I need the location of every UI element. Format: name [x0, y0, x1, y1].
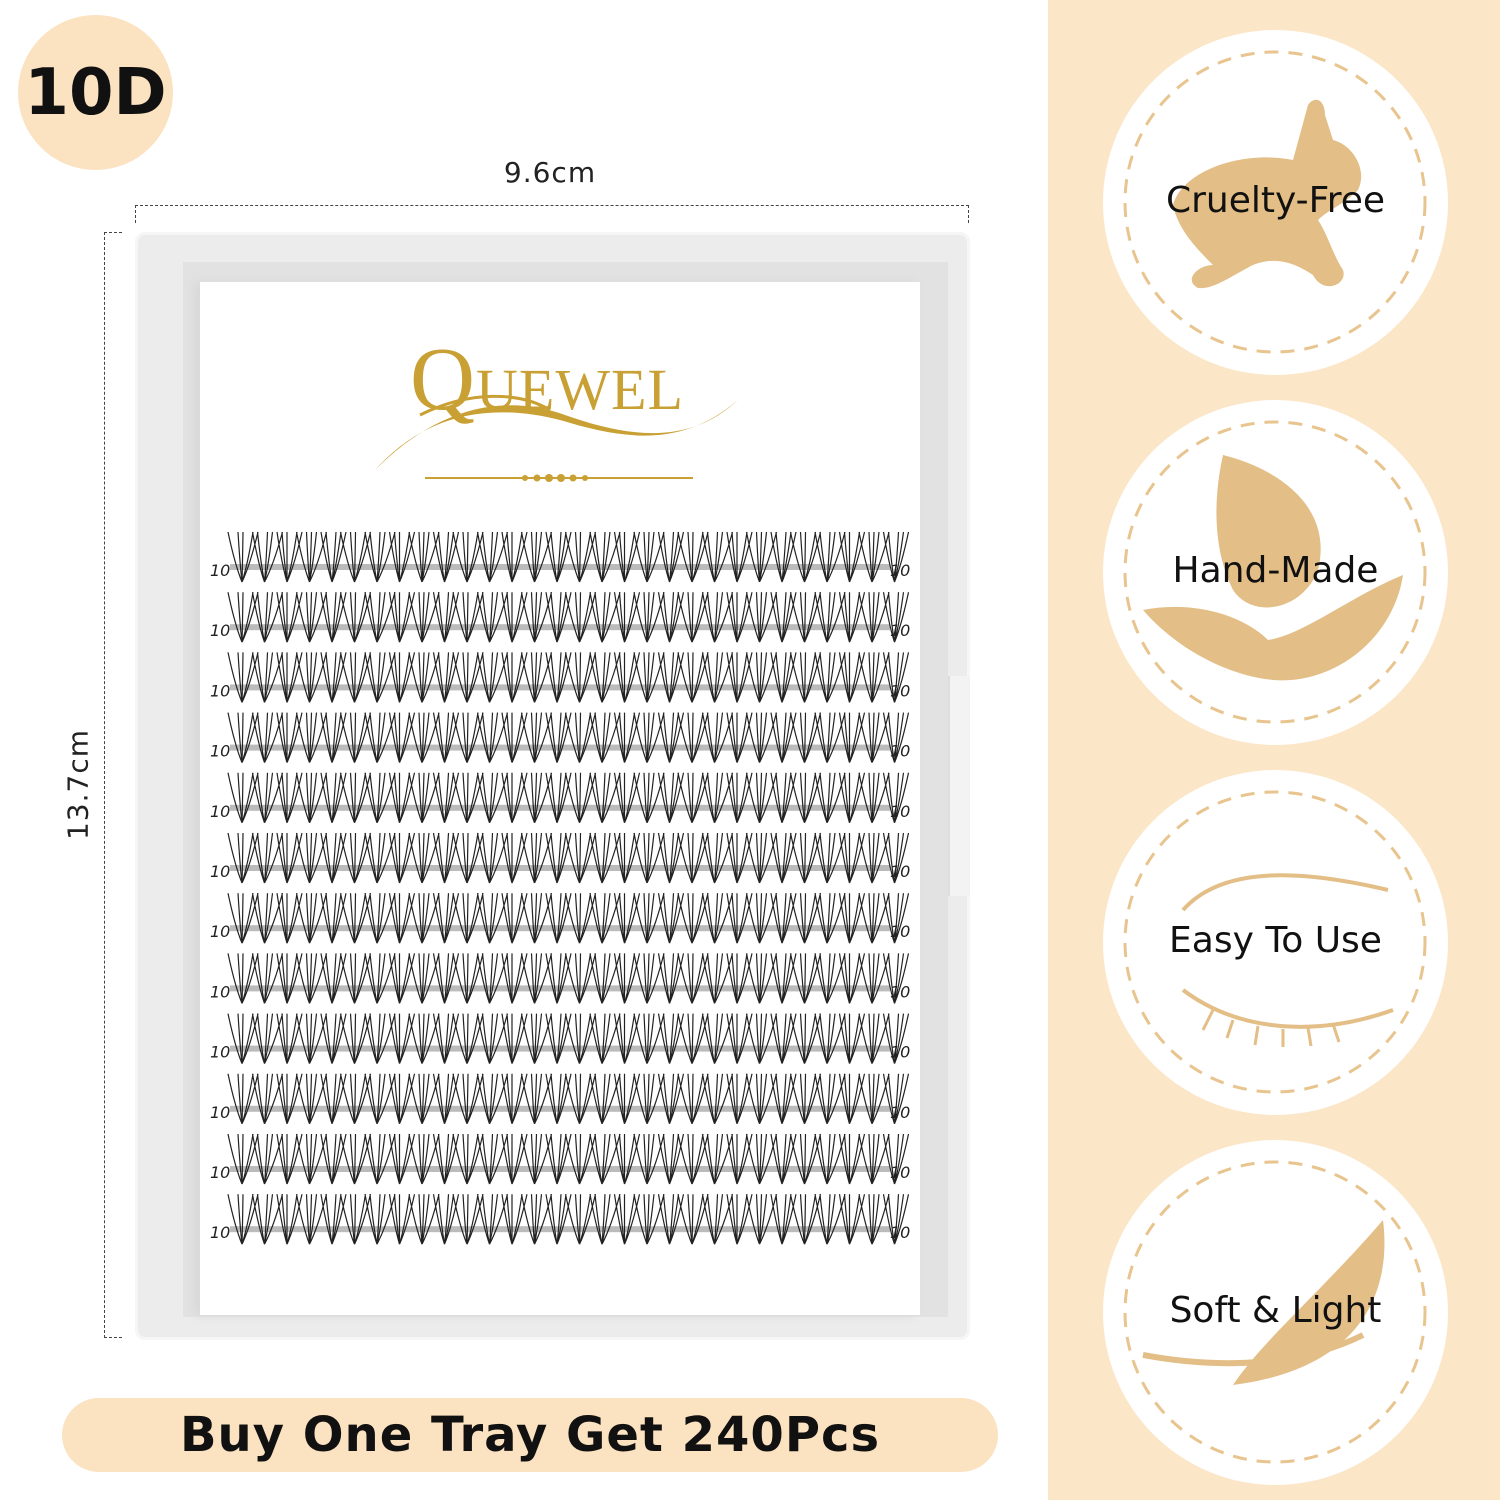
tray-notch — [948, 676, 970, 896]
rabbit-icon — [1123, 50, 1427, 354]
row-label-left: 10 — [210, 621, 230, 640]
feature-label: Soft & Light — [1169, 1290, 1382, 1331]
lash-row: 10 10 — [210, 712, 910, 763]
lash-row: 10 10 — [210, 1073, 910, 1125]
row-label-right: 10 — [890, 1163, 910, 1182]
feature-label: Cruelty-Free — [1165, 180, 1386, 221]
volume-badge: 10D — [18, 15, 173, 170]
row-label-left: 10 — [210, 681, 230, 700]
row-label-right: 10 — [890, 681, 910, 700]
feature-soft-light: Soft & Light — [1103, 1140, 1448, 1485]
lash-row: 10 10 — [210, 592, 910, 643]
hand-leaf-icon — [1123, 420, 1427, 724]
lash-row: 10 10 — [210, 953, 910, 1004]
row-label-left: 10 — [210, 561, 230, 580]
row-label-right: 10 — [890, 742, 910, 761]
row-label-left: 10 — [210, 1223, 230, 1242]
lash-row: 10 10 — [210, 1013, 910, 1064]
row-label-right: 10 — [890, 982, 910, 1001]
height-dimension-label: 13.7cm — [61, 729, 95, 841]
row-label-left: 10 — [210, 1043, 230, 1062]
promo-banner: Buy One Tray Get 240Pcs — [62, 1398, 998, 1472]
row-label-left: 10 — [210, 922, 230, 941]
brand-logo-swoosh — [375, 394, 738, 482]
lash-row: 10 10 — [210, 1194, 910, 1245]
lash-row: 10 10 — [210, 893, 910, 944]
row-label-left: 10 — [210, 1163, 230, 1182]
width-dimension-line — [135, 205, 969, 223]
feature-easy-to-use: Easy To Use — [1103, 770, 1448, 1115]
width-dimension-label: 9.6cm — [503, 156, 597, 189]
lash-row: 10 10 — [210, 1133, 910, 1185]
row-label-right: 10 — [890, 561, 910, 580]
row-label-right: 10 — [890, 1103, 910, 1122]
feature-hand-made: Hand-Made — [1103, 400, 1448, 745]
row-label-right: 10 — [890, 1223, 910, 1242]
lash-row: 10 10 — [210, 772, 910, 824]
row-label-left: 10 — [210, 982, 230, 1001]
brand-logo: QUEWEL — [410, 330, 684, 429]
row-label-right: 10 — [890, 621, 910, 640]
row-label-right: 10 — [890, 802, 910, 821]
row-label-right: 10 — [890, 1043, 910, 1062]
row-label-left: 10 — [210, 862, 230, 881]
lash-row: 10 10 — [210, 832, 910, 884]
row-label-right: 10 — [890, 862, 910, 881]
row-label-left: 10 — [210, 802, 230, 821]
feature-cruelty-free: Cruelty-Free — [1103, 30, 1448, 375]
feature-label: Easy To Use — [1169, 920, 1382, 961]
eye-tweezers-icon — [1123, 790, 1427, 1094]
feature-label: Hand-Made — [1172, 550, 1379, 591]
height-dimension-line — [104, 232, 122, 1338]
row-label-right: 10 — [890, 922, 910, 941]
row-label-left: 10 — [210, 1103, 230, 1122]
row-label-left: 10 — [210, 742, 230, 761]
feather-icon — [1123, 1160, 1427, 1464]
lash-row: 10 10 — [210, 531, 910, 583]
lash-row: 10 10 — [210, 652, 910, 703]
